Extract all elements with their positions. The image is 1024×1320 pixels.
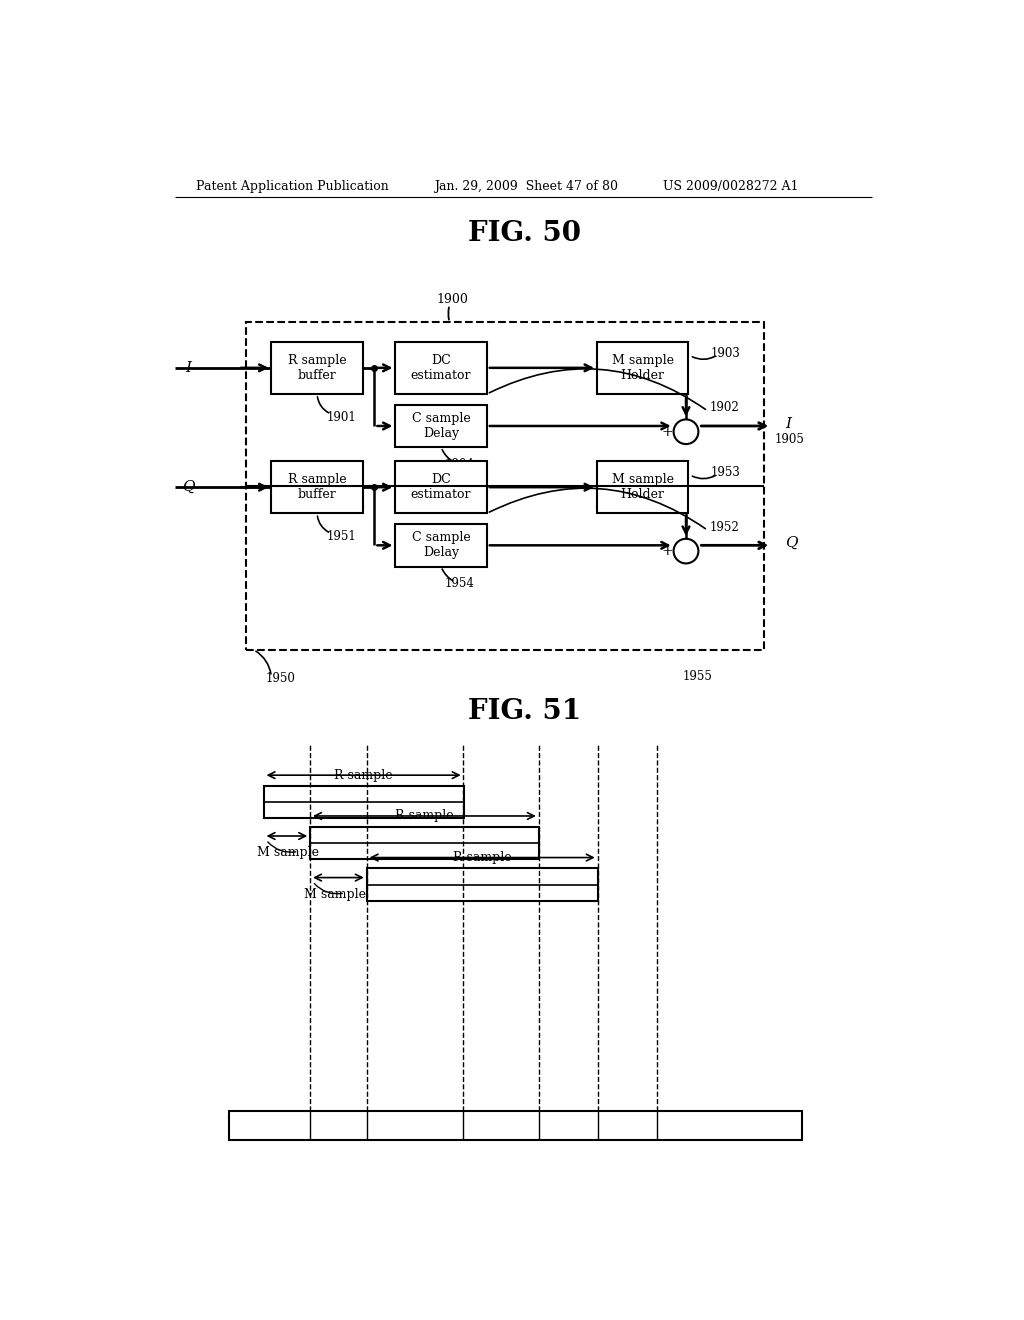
Text: DC
estimator: DC estimator [411,473,471,502]
Text: M sample: M sample [304,888,366,902]
Text: 1950: 1950 [266,672,296,685]
Bar [395,524,486,566]
Bar [246,322,764,649]
Bar [228,1111,802,1140]
Bar [263,785,464,818]
Circle shape [674,539,698,564]
Text: Patent Application Publication: Patent Application Publication [197,180,389,193]
Text: 1955: 1955 [682,671,712,684]
Text: C sample
Delay: C sample Delay [412,412,470,440]
Text: I: I [185,360,191,375]
Text: +: + [662,425,673,438]
Text: 1902: 1902 [710,401,739,414]
Bar [597,342,688,395]
Text: Q: Q [182,480,195,494]
Text: M sample
Holder: M sample Holder [611,473,674,502]
Text: R sample: R sample [395,809,454,822]
Text: FIG. 50: FIG. 50 [468,220,582,247]
Text: M sample
Holder: M sample Holder [611,354,674,381]
Circle shape [674,420,698,444]
Bar [395,342,486,395]
Text: 1952: 1952 [710,520,739,533]
Text: I: I [785,417,792,430]
Text: -: - [688,418,693,433]
Bar [597,461,688,513]
Text: 1905: 1905 [775,433,805,446]
Text: R sample
buffer: R sample buffer [288,473,346,502]
Text: 1903: 1903 [711,347,740,360]
Text: Q: Q [785,536,798,550]
Text: R sample
buffer: R sample buffer [288,354,346,381]
Text: DC
estimator: DC estimator [411,354,471,381]
Text: 1900: 1900 [436,293,468,306]
Text: C sample
Delay: C sample Delay [412,532,470,560]
Bar [271,342,362,395]
Text: 1901: 1901 [327,411,356,424]
Text: -: - [688,539,693,552]
Text: FIG. 51: FIG. 51 [468,698,582,725]
Text: R sample: R sample [453,851,511,865]
Bar [310,826,539,859]
Bar [271,461,362,513]
Text: 1904: 1904 [445,458,475,471]
Bar [395,405,486,447]
Text: Jan. 29, 2009  Sheet 47 of 80: Jan. 29, 2009 Sheet 47 of 80 [434,180,618,193]
Bar [395,461,486,513]
Text: +: + [662,544,673,558]
Text: M sample: M sample [257,846,319,859]
Text: 1954: 1954 [445,577,475,590]
Text: R sample: R sample [334,768,393,781]
Bar [367,869,598,900]
Text: 1953: 1953 [711,466,740,479]
Text: 1951: 1951 [327,529,356,543]
Text: US 2009/0028272 A1: US 2009/0028272 A1 [663,180,799,193]
